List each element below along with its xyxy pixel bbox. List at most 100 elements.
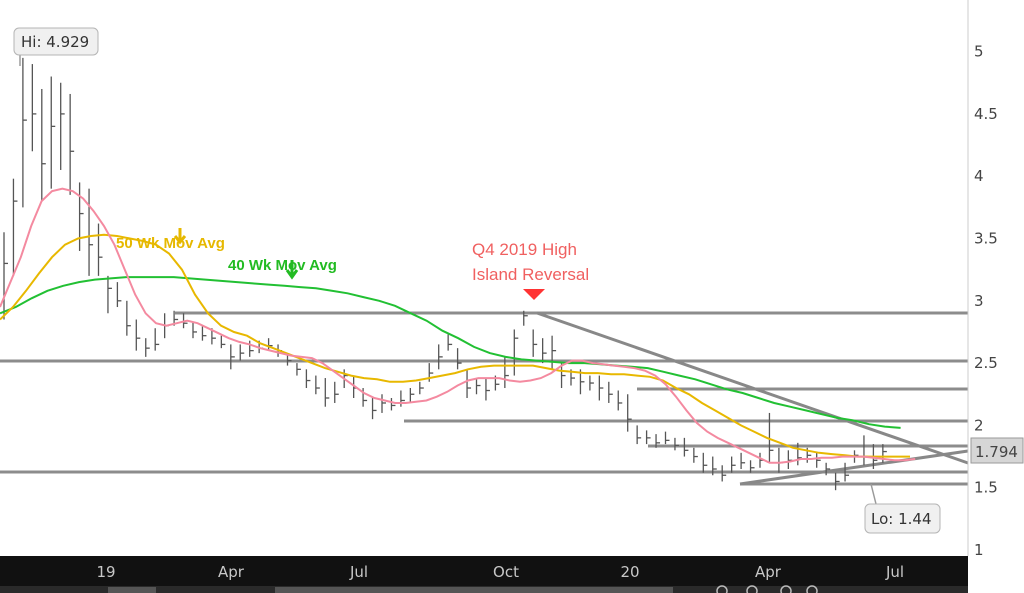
price-bar (192, 321, 197, 339)
last-price-box (970, 437, 1024, 464)
price-bar (617, 390, 623, 411)
last-price-value: 1.794 (975, 443, 1018, 461)
annotation-40wk: 40 Wk Mov Avg (228, 257, 337, 274)
price-bar (371, 397, 377, 420)
toolbar-icon[interactable] (780, 585, 792, 593)
price-bar (674, 437, 679, 451)
low-label-text: Lo: 1.44 (871, 510, 932, 528)
price-bar (334, 381, 339, 403)
low-label-leader (870, 483, 877, 505)
x-tick-label: Oct (493, 563, 519, 581)
y-tick-label: 2 (974, 416, 984, 434)
x-tick-label: Jul (885, 563, 904, 581)
price-bar (834, 472, 840, 491)
x-tick-label: 20 (620, 563, 639, 581)
price-bar (721, 465, 727, 482)
price-bar (683, 437, 689, 457)
bottom-toolbar (716, 585, 818, 593)
price-bar (324, 378, 330, 407)
moving-average-green (0, 276, 901, 429)
x-tick-label: Apr (755, 563, 782, 581)
price-bar (816, 452, 821, 468)
price-bar (135, 319, 141, 351)
ascending-trendline (739, 449, 969, 486)
price-bar (201, 325, 207, 341)
trendlines (536, 311, 969, 486)
toolbar-icon[interactable] (746, 585, 758, 593)
price-bar (797, 442, 802, 466)
red-triangle-marker-icon (523, 289, 545, 300)
x-tick-label: Jul (349, 563, 368, 581)
price-bar (513, 329, 519, 376)
low-label-box (864, 503, 941, 534)
scrollbar-thumb[interactable] (275, 587, 673, 593)
x-tick-label: 19 (96, 563, 115, 581)
price-bar (456, 348, 462, 370)
price-bar (447, 334, 453, 351)
price-bar (419, 381, 424, 395)
price-bar (636, 425, 642, 445)
price-bar (78, 182, 84, 251)
price-bar (126, 300, 131, 336)
high-label: Hi: 4.929 (13, 27, 99, 66)
high-label-box (13, 27, 99, 56)
y-tick-label: 2.5 (974, 354, 998, 372)
price-bar (116, 282, 122, 308)
y-tick-label: 1.5 (974, 479, 998, 497)
price-bar (627, 394, 632, 432)
price-bar (475, 378, 481, 395)
price-bar (740, 452, 746, 470)
price-bar (107, 275, 112, 314)
price-bar (12, 178, 18, 276)
y-tick-label: 5 (974, 43, 984, 61)
price-bar (3, 232, 8, 320)
moving-average-yellow (0, 233, 910, 458)
toolbar-icon[interactable] (806, 585, 818, 593)
price-bar (655, 434, 661, 448)
price-bar (504, 356, 509, 389)
price-bar (825, 462, 831, 476)
price-bar (31, 64, 37, 152)
price-bar (598, 375, 604, 401)
price-bar (41, 88, 46, 202)
price-bar (220, 335, 226, 349)
price-bar (305, 369, 311, 389)
price-bar (60, 82, 65, 170)
price-bar (438, 344, 443, 370)
annotation-q4-2019-high: Q4 2019 High (472, 240, 577, 259)
price-bar (381, 394, 386, 413)
price-bar (97, 223, 103, 276)
price-bar (693, 447, 698, 463)
scrollbar-thumb[interactable] (108, 587, 156, 593)
price-bar (645, 430, 651, 445)
y-axis-panel (968, 0, 1024, 593)
x-tick-label: Apr (218, 563, 245, 581)
y-tick-label: 3.5 (974, 230, 998, 248)
annotation-island-reversal: Island Reversal (472, 265, 589, 284)
price-bar (523, 310, 528, 326)
x-axis-ticks: 19 Apr Jul Oct 20 Apr Jul (96, 563, 904, 581)
price-bar (154, 328, 160, 351)
high-label-text: Hi: 4.929 (21, 33, 89, 51)
arrow-down-icon (285, 260, 299, 280)
last-price-tag: 1.794 (970, 437, 1024, 464)
price-bar (315, 375, 320, 395)
price-bar (551, 335, 557, 370)
price-bar (22, 57, 27, 208)
horizontal-levels (0, 311, 968, 486)
price-bar (702, 452, 708, 473)
y-tick-label: 4 (974, 167, 984, 185)
price-bar (239, 344, 245, 361)
low-label: Lo: 1.44 (864, 483, 941, 534)
price-bar (400, 390, 405, 407)
y-axis-ticks: 5 4.5 4 3.5 3 2.5 2 1.5 1 (974, 43, 998, 559)
price-bar (844, 462, 850, 482)
price-bar (69, 93, 75, 195)
y-tick-label: 3 (974, 292, 984, 310)
price-bar (409, 388, 415, 403)
toolbar-icon[interactable] (716, 585, 728, 593)
price-bar (390, 397, 396, 411)
y-tick-label: 1 (974, 541, 984, 559)
black-corner-panel (968, 556, 1024, 593)
